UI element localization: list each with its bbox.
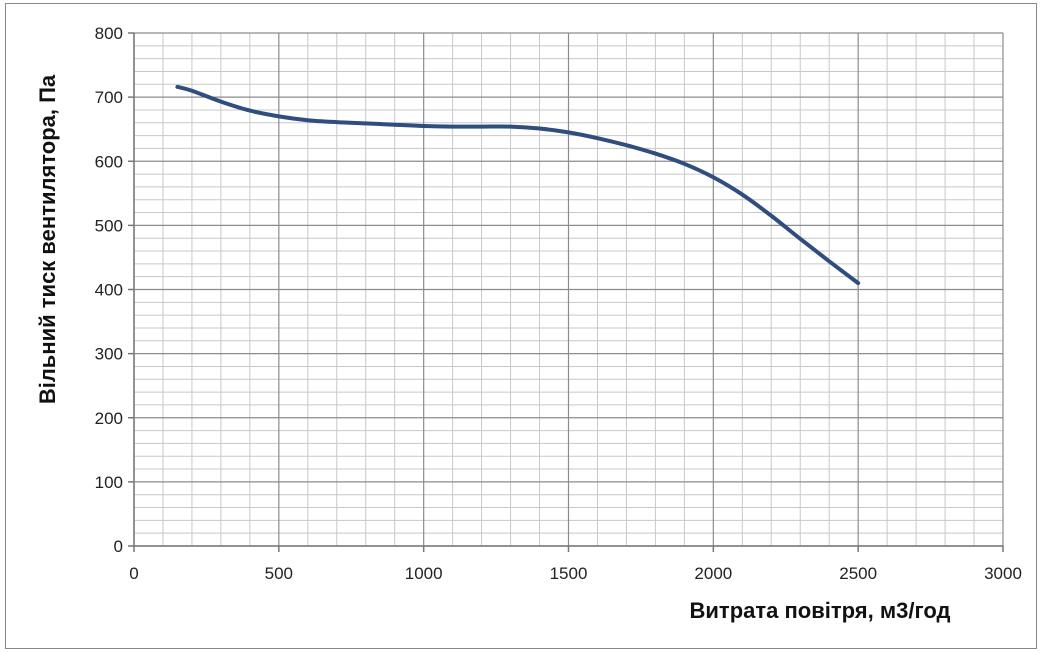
y-tick-labels: 0 100 200 300 400 500 600 700 800 bbox=[95, 24, 123, 556]
x-tick-labels: 0 500 1000 1500 2000 2500 3000 bbox=[129, 564, 1022, 583]
y-tick-label: 700 bbox=[95, 88, 123, 107]
y-axis-title: Вільний тиск вентилятора, Па bbox=[35, 74, 60, 404]
x-tick-label: 2000 bbox=[694, 564, 732, 583]
y-tick-label: 600 bbox=[95, 152, 123, 171]
y-tick-label: 100 bbox=[95, 473, 123, 492]
y-tick-label: 800 bbox=[95, 24, 123, 43]
x-tick-label: 2500 bbox=[839, 564, 877, 583]
chart-frame: 0 500 1000 1500 2000 2500 3000 0 100 200 300 400 50… bbox=[5, 3, 1037, 649]
x-tick-label: 3000 bbox=[984, 564, 1022, 583]
y-tick-label: 500 bbox=[95, 216, 123, 235]
x-axis-title: Витрата повітря, м3/год bbox=[690, 598, 951, 623]
axes bbox=[128, 32, 1004, 552]
x-tick-label: 500 bbox=[265, 564, 293, 583]
x-tick-label: 1500 bbox=[550, 564, 588, 583]
y-tick-label: 300 bbox=[95, 345, 123, 364]
y-tick-label: 200 bbox=[95, 409, 123, 428]
y-tick-label: 0 bbox=[114, 537, 123, 556]
pressure-flow-chart: 0 500 1000 1500 2000 2500 3000 0 100 200 300 400 50… bbox=[35, 24, 1022, 623]
series-line bbox=[175, 84, 861, 286]
x-tick-label: 1000 bbox=[405, 564, 443, 583]
y-tick-label: 400 bbox=[95, 281, 123, 300]
x-tick-label: 0 bbox=[129, 564, 138, 583]
